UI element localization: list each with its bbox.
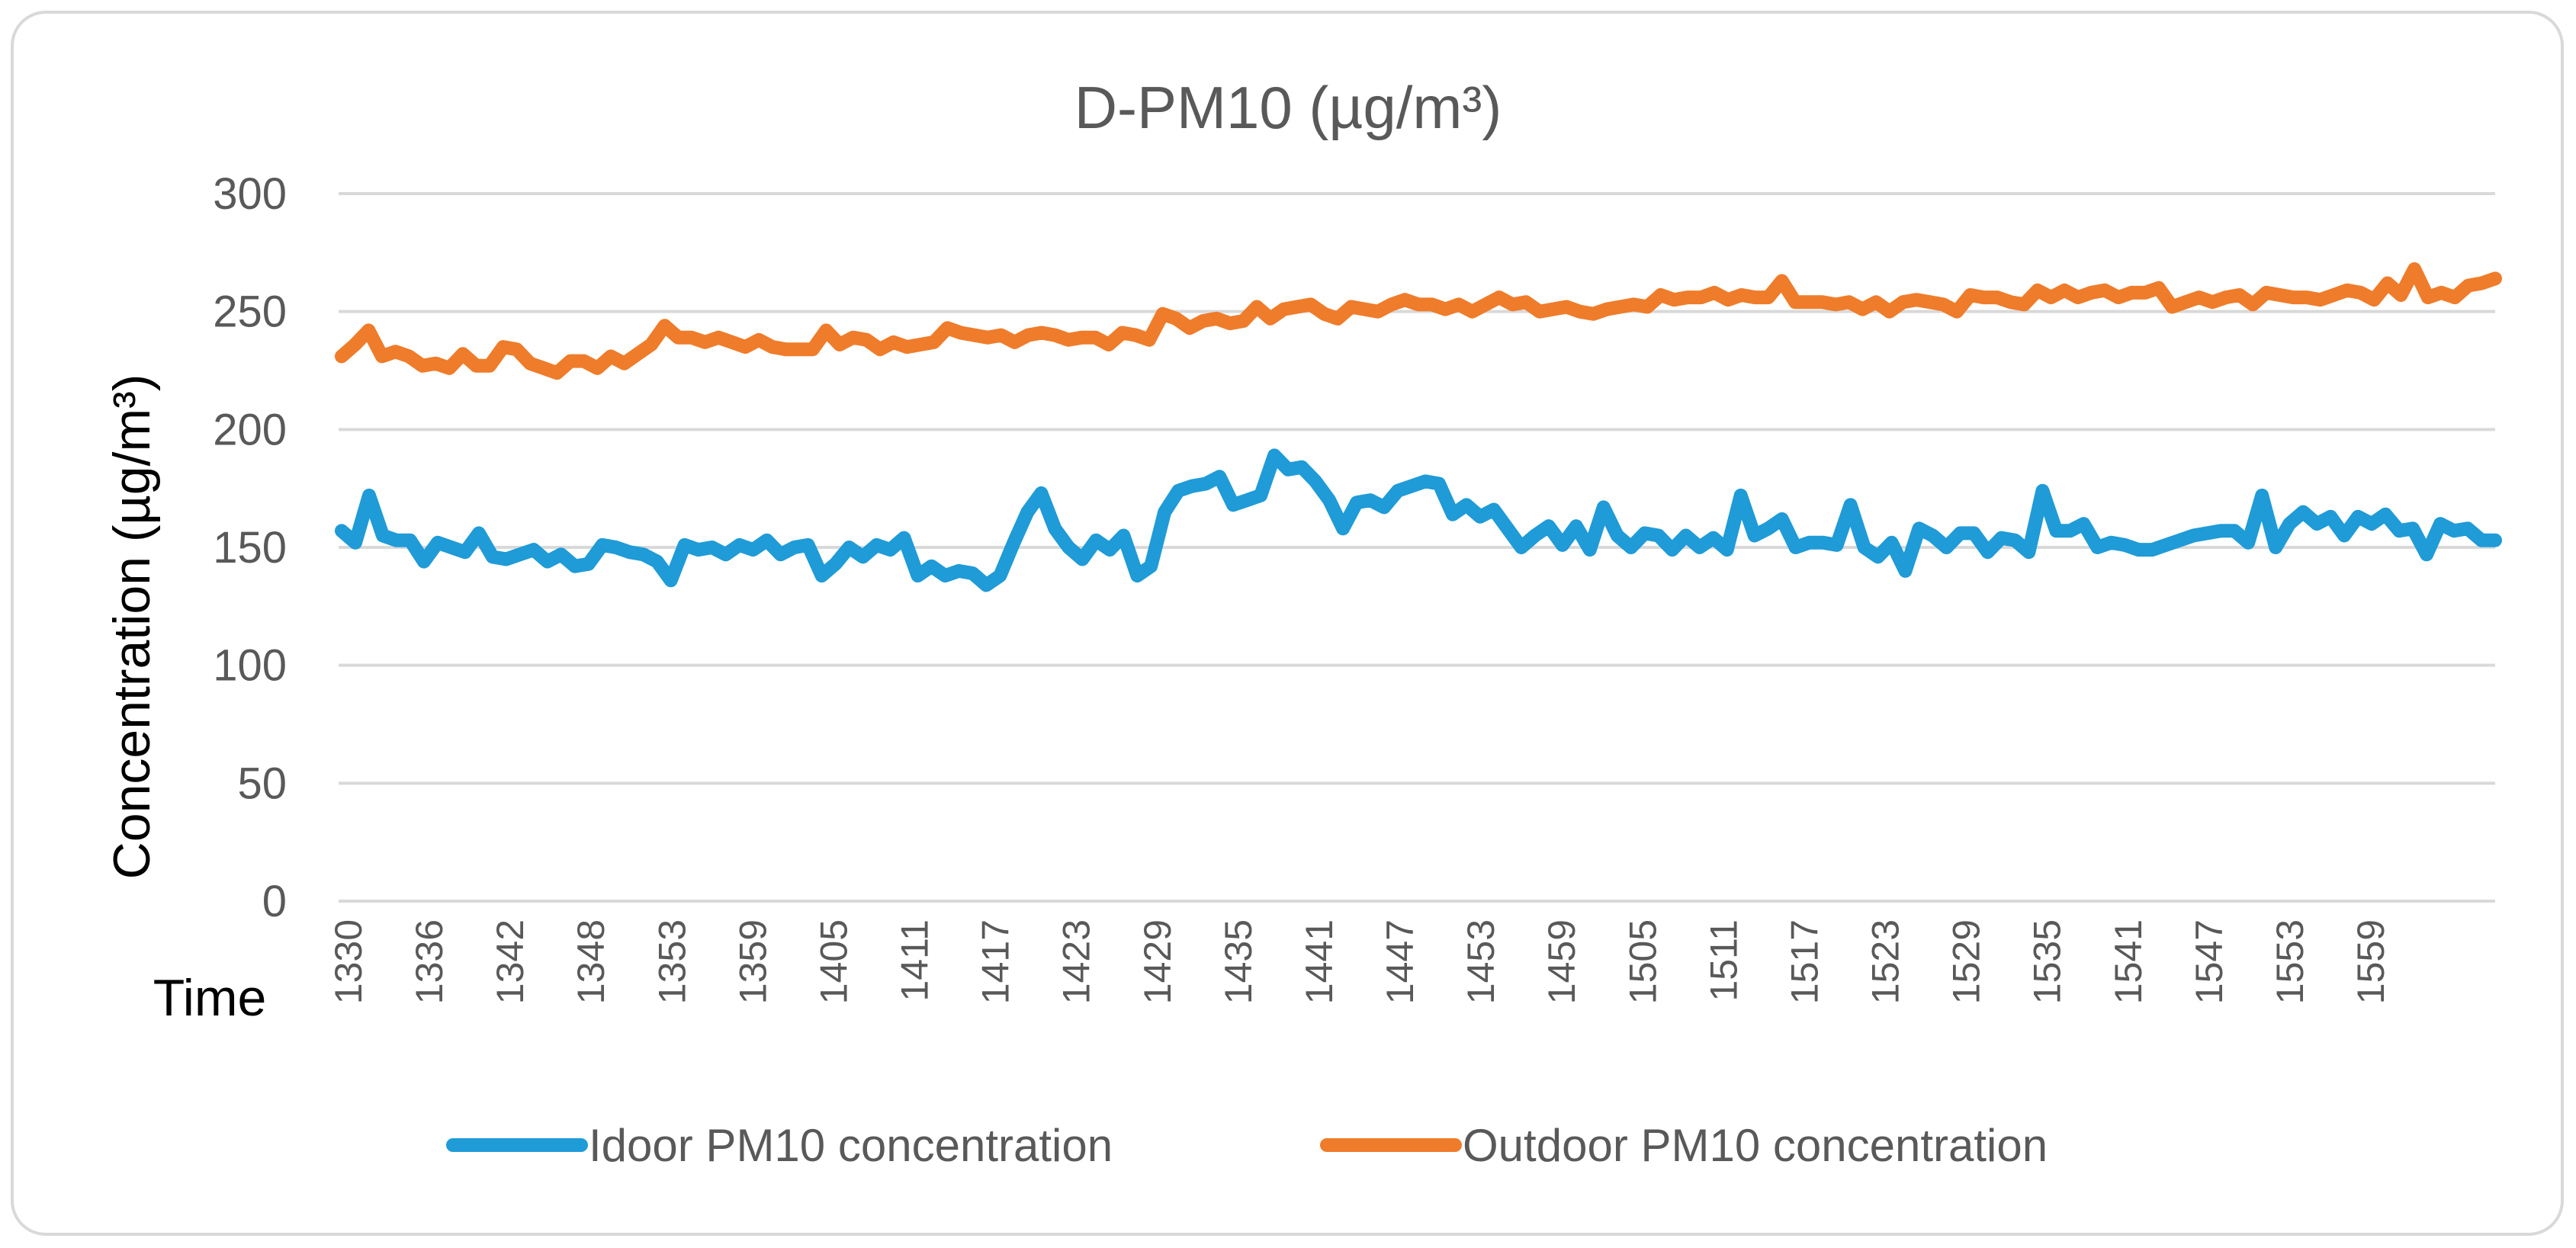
gridlines <box>339 192 2495 903</box>
y-tick-label: 0 <box>262 877 287 926</box>
x-tick-label: 1447 <box>1379 919 1421 1004</box>
series-line-outdoor <box>335 262 2502 380</box>
legend-label-outdoor: Outdoor PM10 concentration <box>1463 1120 2048 1171</box>
y-tick-label: 150 <box>213 523 287 573</box>
x-tick-label: 1511 <box>1702 919 1745 1002</box>
legend: Idoor PM10 concentration Outdoor PM10 co… <box>446 1120 2048 1171</box>
legend-label-indoor: Idoor PM10 concentration <box>589 1120 1113 1171</box>
y-tick-label: 250 <box>213 287 287 337</box>
chart-frame <box>11 11 2564 1236</box>
x-axis-title: Time <box>153 969 267 1027</box>
x-tick-label: 1529 <box>1945 919 1988 1004</box>
x-tick-label: 1353 <box>650 919 693 1004</box>
x-tick-label: 1535 <box>2026 919 2069 1004</box>
series-line-indoor <box>335 448 2502 592</box>
x-tick-label: 1336 <box>408 919 451 1004</box>
y-tick-label: 100 <box>213 641 287 691</box>
y-tick-label: 50 <box>237 759 287 808</box>
x-tick-label: 1429 <box>1136 919 1179 1004</box>
x-axis-ticks: 1330 1336 1342 1348 1353 1359 1405 1411 1417 1423… <box>327 919 2392 1004</box>
x-tick-label: 1505 <box>1621 919 1664 1004</box>
y-axis-ticks: 0 50 100 150 200 250 300 <box>213 169 287 926</box>
x-tick-label: 1417 <box>975 919 1017 1004</box>
x-tick-label: 1411 <box>894 919 936 1002</box>
x-tick-label: 1517 <box>1783 919 1826 1004</box>
x-tick-label: 1553 <box>2269 919 2311 1004</box>
x-tick-label: 1441 <box>1298 919 1341 1004</box>
series-lines <box>335 262 2502 592</box>
chart-title: D-PM10 (µg/m³) <box>1074 74 1502 141</box>
x-tick-label: 1541 <box>2107 919 2150 1004</box>
x-tick-label: 1348 <box>570 919 612 1004</box>
x-tick-label: 1342 <box>489 919 532 1004</box>
x-tick-label: 1459 <box>1540 919 1583 1004</box>
x-tick-label: 1523 <box>1865 919 1907 1004</box>
y-tick-label: 200 <box>213 405 287 454</box>
x-tick-label: 1359 <box>731 919 774 1004</box>
y-tick-label: 300 <box>213 169 287 219</box>
x-tick-label: 1559 <box>2350 919 2392 1004</box>
y-axis-title: Concentration (µg/m³) <box>103 374 161 880</box>
x-tick-label: 1423 <box>1055 919 1098 1004</box>
x-tick-label: 1453 <box>1460 919 1502 1004</box>
x-tick-label: 1547 <box>2188 919 2231 1004</box>
x-tick-label: 1405 <box>812 919 855 1004</box>
x-tick-label: 1435 <box>1217 919 1260 1004</box>
x-tick-label: 1330 <box>327 919 370 1004</box>
